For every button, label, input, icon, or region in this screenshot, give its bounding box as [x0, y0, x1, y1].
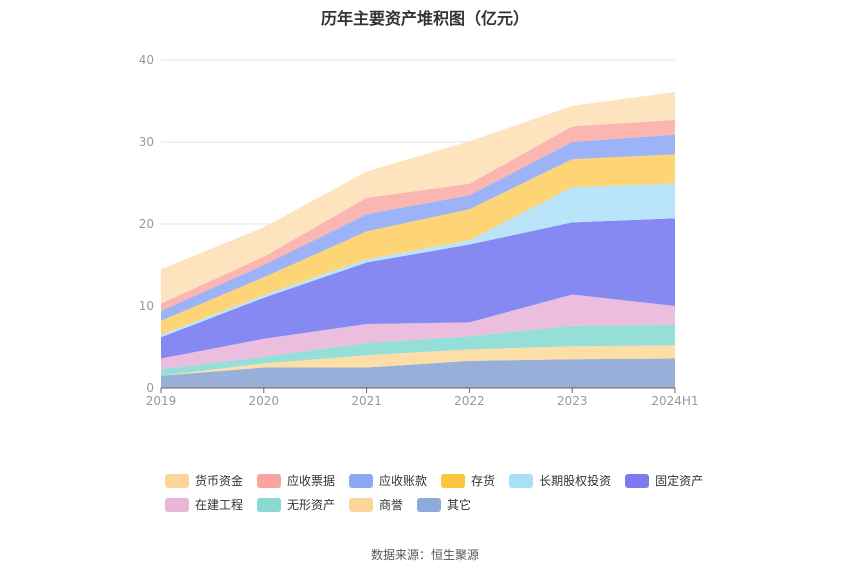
legend-swatch — [257, 497, 282, 512]
x-tick-label: 2024H1 — [651, 394, 698, 408]
legend-item[interactable]: 其它 — [417, 496, 471, 513]
legend-item[interactable]: 存货 — [441, 472, 495, 489]
legend-swatch — [349, 473, 374, 488]
y-tick-label: 30 — [139, 135, 154, 149]
legend-label: 货币资金 — [195, 474, 244, 488]
legend-label: 应收账款 — [379, 474, 428, 488]
x-tick-label: 2023 — [557, 394, 588, 408]
legend-label: 其它 — [447, 498, 472, 512]
x-tick-label: 2020 — [249, 394, 280, 408]
area-series-9[interactable] — [161, 92, 675, 304]
y-tick-label: 10 — [139, 299, 154, 313]
area-series-6[interactable] — [161, 154, 675, 335]
legend-swatch — [509, 473, 534, 488]
legend-item[interactable]: 应收账款 — [349, 472, 427, 489]
y-tick-label: 40 — [139, 53, 154, 67]
area-series-1[interactable] — [161, 345, 675, 376]
legend-swatch — [417, 497, 442, 512]
y-tick-label: 0 — [146, 381, 154, 395]
data-source-note: 数据来源：恒生聚源 — [370, 548, 479, 562]
area-series-2[interactable] — [161, 324, 675, 376]
legend-swatch — [165, 497, 189, 512]
chart-legend: 货币资金 应收票据 应收账款 存货 长期股权投资 固定资产在建工程 无形资产 商誉 其它 — [165, 472, 725, 513]
legend-item[interactable]: 长期股权投资 — [509, 472, 611, 489]
legend-label: 在建工程 — [195, 498, 244, 512]
legend-swatch — [441, 473, 466, 488]
legend-swatch — [165, 473, 189, 488]
legend-item[interactable]: 货币资金 — [165, 472, 243, 489]
legend-item[interactable]: 固定资产 — [625, 472, 703, 489]
x-tick-label: 2019 — [146, 394, 177, 408]
area-series-0[interactable] — [161, 358, 675, 389]
legend-label: 应收票据 — [287, 474, 336, 488]
legend-item[interactable]: 在建工程 — [165, 496, 243, 513]
x-tick-label: 2021 — [351, 394, 382, 408]
legend-swatch — [257, 473, 282, 488]
stacked-area-chart: 0 10 20 30 40 2019 2020 2021 2022 2023 2024H1 — [139, 53, 699, 408]
legend-swatch — [349, 497, 374, 512]
legend-label: 长期股权投资 — [539, 474, 612, 488]
y-tick-label: 20 — [139, 217, 154, 231]
x-tick-label: 2022 — [454, 394, 485, 408]
legend-swatch — [625, 473, 650, 488]
area-series-4[interactable] — [161, 218, 675, 359]
legend-item[interactable]: 无形资产 — [257, 496, 335, 513]
legend-label: 商誉 — [379, 498, 404, 512]
area-series-7[interactable] — [161, 134, 675, 321]
chart-title: 历年主要资产堆积图（亿元） — [320, 9, 529, 28]
legend-label: 固定资产 — [655, 474, 704, 488]
legend-label: 存货 — [471, 474, 496, 488]
legend-item[interactable]: 应收票据 — [257, 472, 335, 489]
legend-item[interactable]: 商誉 — [349, 496, 403, 513]
area-series-3[interactable] — [161, 294, 675, 370]
area-series-5[interactable] — [161, 183, 675, 338]
legend-label: 无形资产 — [287, 498, 336, 512]
